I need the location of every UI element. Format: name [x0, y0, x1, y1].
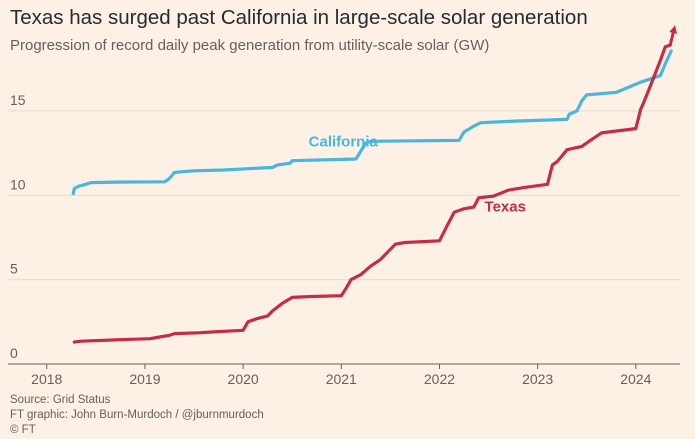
x-tick-label: 2021 [326, 371, 357, 387]
chart-subtitle: Progression of record daily peak generat… [10, 37, 490, 54]
series-line-california [71, 49, 673, 196]
series-label-california: California [309, 133, 379, 150]
x-tick-label: 2018 [31, 371, 62, 387]
credit-note: FT graphic: John Burn-Murdoch / @jburnmu… [10, 409, 264, 421]
y-tick-label: 0 [10, 345, 18, 361]
x-tick-label: 2020 [228, 371, 259, 387]
y-tick-label: 15 [10, 92, 26, 108]
series-arrow-texas [668, 25, 678, 47]
x-tick-label: 2023 [522, 371, 553, 387]
y-tick-label: 10 [10, 176, 26, 192]
footer: Source: Grid Status FT graphic: John Bur… [10, 393, 264, 438]
copyright-note: © FT [10, 424, 36, 436]
x-tick-label: 2024 [620, 371, 651, 387]
x-tick-label: 2019 [129, 371, 160, 387]
series-label-texas: Texas [485, 198, 526, 215]
chart-title: Texas has surged past California in larg… [10, 6, 588, 29]
x-tick-label: 2022 [424, 371, 455, 387]
series-line-texas [72, 43, 672, 344]
y-tick-label: 5 [10, 261, 18, 277]
source-note: Source: Grid Status [10, 394, 111, 406]
